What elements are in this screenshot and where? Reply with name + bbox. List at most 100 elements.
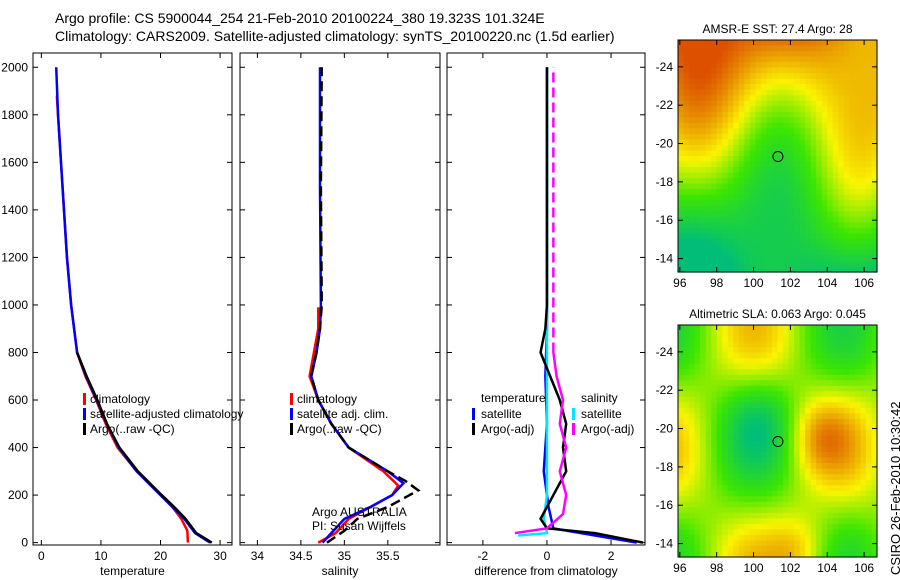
heatmap-cell xyxy=(716,441,723,448)
heatmap-cell xyxy=(832,227,839,234)
heatmap-cell xyxy=(694,435,701,442)
heatmap-cell xyxy=(832,117,839,124)
heatmap-cell xyxy=(849,418,856,426)
heatmap-cell xyxy=(838,100,845,107)
heatmap-cell xyxy=(766,551,773,558)
heatmap-cell xyxy=(705,490,712,497)
heatmap-cell xyxy=(760,128,768,135)
heatmap-cell xyxy=(827,540,834,547)
heatmap-cell xyxy=(805,73,812,80)
heatmap-cell xyxy=(865,144,873,152)
heatmap-cell xyxy=(705,161,712,168)
heatmap-cell xyxy=(738,518,745,525)
heatmap-cell xyxy=(810,183,817,190)
heatmap-cell xyxy=(727,222,734,229)
heatmap-cell xyxy=(832,347,839,354)
heatmap-cell xyxy=(683,222,690,229)
heatmap-cell xyxy=(766,363,773,370)
heatmap-cell xyxy=(738,325,745,332)
heatmap-cell xyxy=(744,424,751,431)
heatmap-cell xyxy=(683,374,690,381)
heatmap-cell xyxy=(733,73,740,80)
heatmap-cell xyxy=(683,457,690,464)
heatmap-cell xyxy=(755,156,762,163)
heatmap-cell xyxy=(777,106,784,113)
heatmap-cell xyxy=(783,67,790,74)
heatmap-cell xyxy=(766,507,773,514)
heatmap-cell xyxy=(821,545,828,553)
heatmap-cell xyxy=(821,106,828,113)
heatmap-cell xyxy=(749,429,756,437)
heatmap-cell xyxy=(805,352,812,359)
heatmap-cell xyxy=(738,139,745,146)
heatmap-cell xyxy=(777,227,784,234)
heatmap-cell xyxy=(694,518,701,525)
heatmap-cell xyxy=(766,255,773,262)
heatmap-cell xyxy=(694,106,701,113)
heatmap-cell xyxy=(816,255,823,262)
heatmap-cell xyxy=(749,122,756,129)
heatmap-cell xyxy=(865,260,873,268)
heatmap-cell xyxy=(832,407,839,414)
heatmap-cell xyxy=(838,211,845,218)
heatmap-cell xyxy=(854,485,862,492)
heatmap-cell xyxy=(810,523,817,530)
heatmap-cell xyxy=(794,534,801,542)
heatmap-cell xyxy=(705,341,712,348)
heatmap-cell xyxy=(788,385,795,392)
heatmap-cell xyxy=(777,216,784,223)
heatmap-cell xyxy=(749,468,756,475)
heatmap-cell xyxy=(783,128,790,135)
heatmap-cell xyxy=(722,51,729,58)
heatmap-cell xyxy=(849,56,856,63)
heatmap-cell xyxy=(832,468,839,475)
heatmap-cell xyxy=(755,429,762,437)
heatmap-cell xyxy=(766,40,773,47)
heatmap-cell xyxy=(865,479,873,486)
heatmap-cell xyxy=(794,507,801,514)
heatmap-cell xyxy=(854,117,862,124)
heatmap-cell xyxy=(843,380,850,387)
heatmap-cell xyxy=(722,341,729,348)
heatmap-cell xyxy=(705,133,712,141)
heatmap-cell xyxy=(771,255,779,262)
heatmap-cell xyxy=(716,178,723,185)
heatmap-cell xyxy=(716,51,723,58)
heatmap-cell xyxy=(694,89,701,96)
heatmap-cell xyxy=(727,518,734,525)
heatmap-cell xyxy=(777,474,784,481)
heatmap-cell xyxy=(783,523,790,530)
heatmap-cell xyxy=(722,429,729,437)
heatmap-cell xyxy=(810,150,817,157)
heatmap-cell xyxy=(865,551,873,558)
heatmap-cell xyxy=(733,523,740,530)
heatmap-cell xyxy=(760,507,768,514)
heatmap-cell xyxy=(727,485,734,492)
heatmap-cell xyxy=(727,330,734,337)
heatmap-cell xyxy=(827,358,834,365)
heatmap-cell xyxy=(678,490,685,497)
heatmap-cell xyxy=(755,111,762,118)
heatmap-cell xyxy=(760,106,768,113)
heatmap-cell xyxy=(766,139,773,146)
heatmap-cell xyxy=(755,523,762,530)
heatmap-cell xyxy=(766,540,773,547)
heatmap-cell xyxy=(733,238,740,245)
heatmap-cell xyxy=(683,73,690,80)
heatmap-cell xyxy=(854,249,862,257)
heatmap-cell xyxy=(755,167,762,174)
heatmap-cell xyxy=(854,551,862,558)
heatmap-cell xyxy=(777,512,784,519)
heatmap-cell xyxy=(727,78,734,85)
heatmap-cell xyxy=(733,45,740,52)
heatmap-cell xyxy=(799,62,806,69)
heatmap-cell xyxy=(871,457,878,464)
heatmap-cell xyxy=(683,496,690,503)
heatmap-cell xyxy=(838,249,845,257)
heatmap-cell xyxy=(705,468,712,475)
heatmap-cell xyxy=(760,479,768,486)
heatmap-cell xyxy=(716,347,723,354)
heatmap-cell xyxy=(733,255,740,262)
heatmap-cell xyxy=(711,457,718,464)
y-tick-label: 0 xyxy=(21,536,28,550)
